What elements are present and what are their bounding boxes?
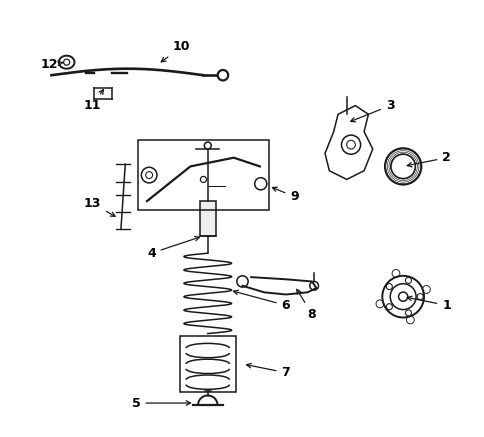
Bar xyxy=(199,201,215,236)
Text: 11: 11 xyxy=(84,90,103,112)
Bar xyxy=(179,336,236,392)
Text: 1: 1 xyxy=(407,296,450,312)
Text: 2: 2 xyxy=(407,151,450,167)
Text: 13: 13 xyxy=(84,197,115,216)
Text: 8: 8 xyxy=(296,289,316,320)
Text: 9: 9 xyxy=(272,187,298,203)
Text: 4: 4 xyxy=(147,236,199,260)
Bar xyxy=(138,140,268,210)
Text: 6: 6 xyxy=(233,290,289,312)
Text: 10: 10 xyxy=(161,41,190,62)
Text: 3: 3 xyxy=(350,99,393,122)
Text: 7: 7 xyxy=(246,364,290,379)
Text: 12: 12 xyxy=(41,58,63,71)
Text: 5: 5 xyxy=(132,396,190,409)
